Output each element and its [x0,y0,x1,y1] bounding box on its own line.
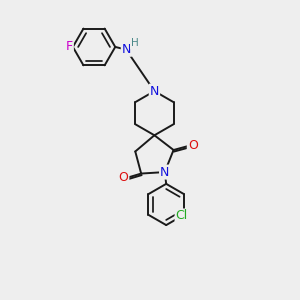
Text: F: F [66,40,73,53]
Text: N: N [150,85,159,98]
Text: N: N [122,43,131,56]
Text: O: O [118,172,128,184]
Text: O: O [188,139,198,152]
Text: H: H [131,38,139,48]
Text: N: N [160,166,169,178]
Text: Cl: Cl [176,209,188,223]
